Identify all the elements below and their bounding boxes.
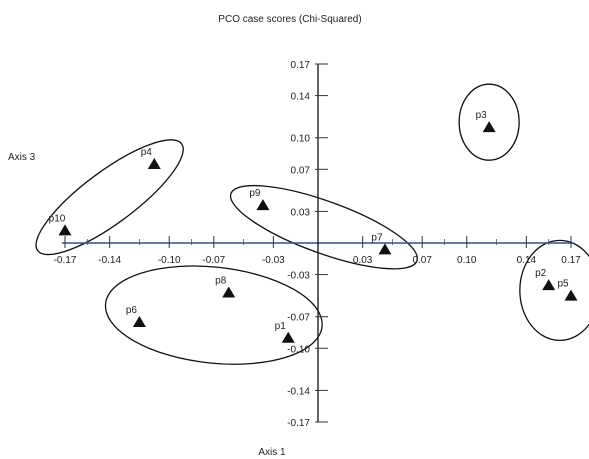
point-marker-p1: [281, 331, 295, 343]
point-label-p5: p5: [557, 279, 569, 290]
point-label-p10: p10: [49, 213, 66, 224]
x-tick-label: -0.10: [158, 255, 181, 266]
x-tick-label: -0.17: [54, 255, 77, 266]
data-points: p1 p2 p3 p4 p5 p6 p7 p8 p9 p10: [49, 110, 578, 343]
y-tick-label: 0.07: [291, 165, 311, 176]
y-tick-label: -0.03: [287, 271, 310, 282]
x-axis-label: Axis 1: [258, 447, 286, 458]
point-marker-p7: [378, 243, 392, 255]
x-tick-label: 0.07: [412, 255, 432, 266]
group-ellipse: [229, 184, 419, 270]
y-tick-label: -0.17: [287, 418, 310, 429]
group-ellipse: [104, 265, 323, 365]
y-tick-label: 0.14: [291, 92, 311, 103]
point-marker-p8: [222, 286, 236, 298]
point-label-p8: p8: [215, 275, 227, 286]
x-tick-label: 0.10: [457, 255, 477, 266]
y-tick-label: -0.10: [287, 344, 310, 355]
y-tick-label: 0.17: [291, 60, 311, 71]
x-tick-label: -0.14: [98, 255, 121, 266]
y-tick-label: -0.14: [287, 386, 310, 397]
point-marker-p6: [132, 315, 146, 327]
x-tick-label: 0.17: [561, 255, 581, 266]
group-ellipses: [35, 83, 589, 365]
point-marker-p4: [147, 158, 161, 170]
group-ellipse: [35, 139, 184, 256]
point-marker-p5: [564, 289, 578, 301]
x-tick-label: 0.03: [353, 255, 373, 266]
point-marker-p10: [58, 224, 72, 236]
point-label-p6: p6: [126, 305, 138, 316]
point-label-p2: p2: [535, 268, 547, 279]
point-marker-p2: [542, 279, 556, 291]
point-label-p7: p7: [371, 232, 383, 243]
point-label-p4: p4: [141, 147, 153, 158]
point-label-p9: p9: [249, 188, 261, 199]
chart-title: PCO case scores (Chi-Squared): [218, 14, 361, 25]
axes: -0.17 -0.14 -0.10 -0.07 -0.03 0.03 0.07 0.10 0.1…: [54, 60, 582, 429]
x-tick-label: -0.07: [202, 255, 225, 266]
point-marker-p3: [482, 121, 496, 133]
y-tick-label: 0.03: [291, 207, 311, 218]
y-tick-label: 0.10: [291, 134, 311, 145]
x-tick-label: 0.14: [517, 255, 537, 266]
point-label-p3: p3: [476, 110, 488, 121]
group-ellipse: [519, 239, 589, 342]
x-tick-label: -0.03: [262, 255, 285, 266]
point-marker-p9: [256, 199, 270, 211]
point-label-p1: p1: [275, 321, 287, 332]
y-axis-label: Axis 3: [8, 152, 36, 163]
y-tick-label: -0.07: [287, 313, 310, 324]
group-ellipse: [458, 83, 520, 161]
